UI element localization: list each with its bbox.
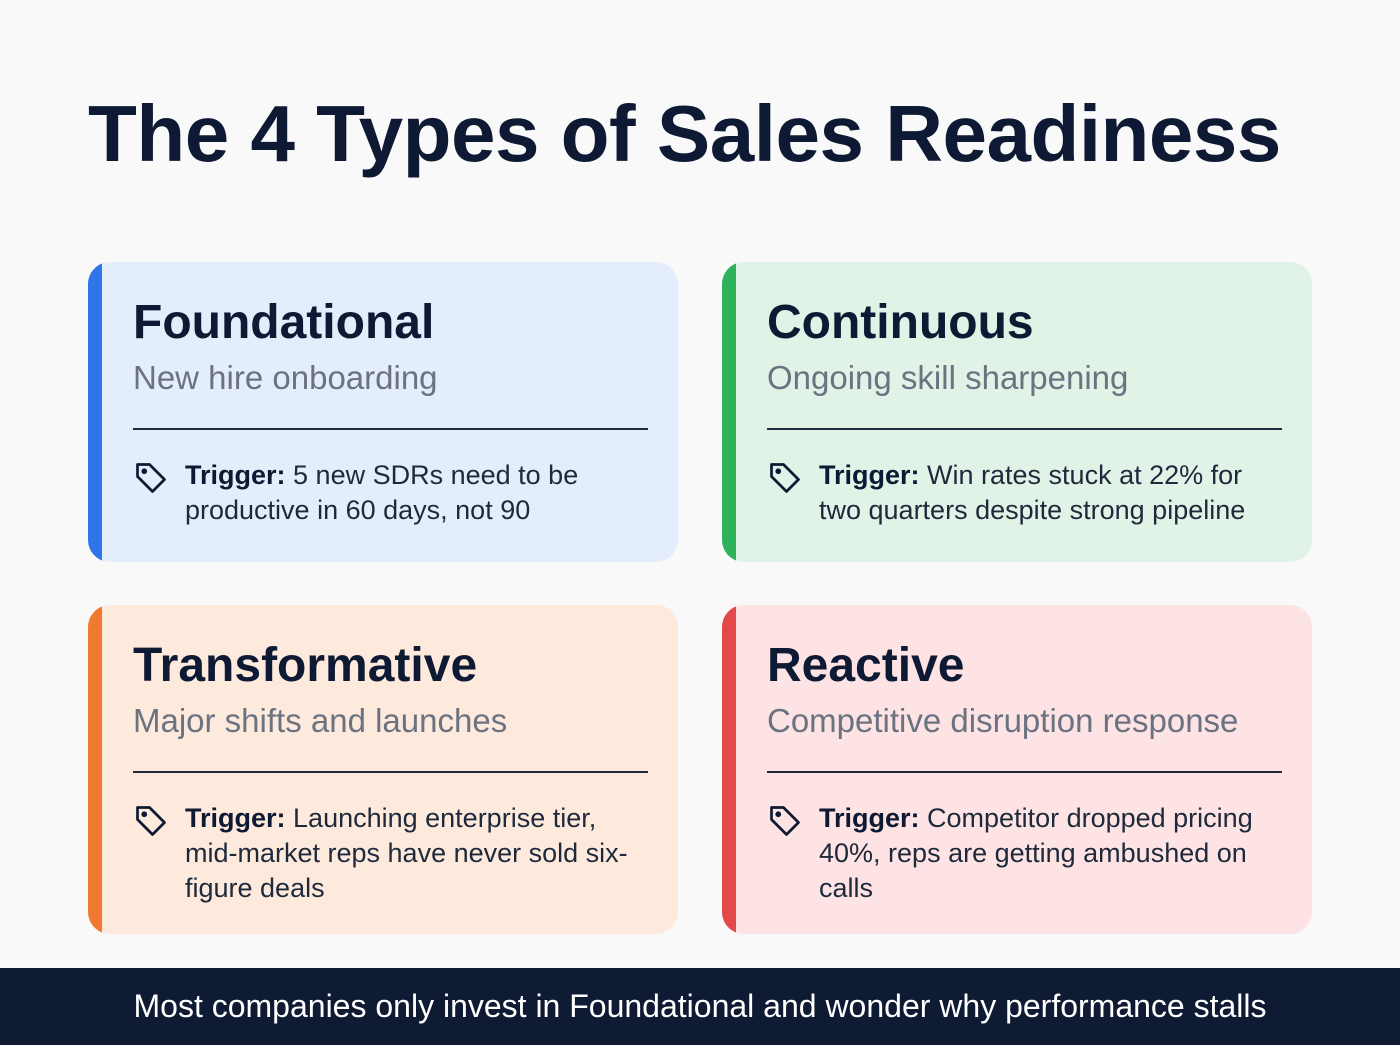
trigger-label: Trigger: — [185, 803, 286, 833]
tag-icon — [767, 458, 819, 528]
card-subtitle: Competitive disruption response — [767, 702, 1239, 739]
footer-text: Most companies only invest in Foundation… — [133, 988, 1267, 1024]
card-title: Continuous — [767, 296, 1034, 349]
card-reactive: Reactive Competitive disruption response… — [722, 605, 1312, 934]
card-continuous: Continuous Ongoing skill sharpening Trig… — [722, 262, 1312, 562]
page-title: The 4 Types of Sales Readiness — [88, 89, 1281, 178]
card-subtitle: Major shifts and launches — [133, 702, 508, 739]
card-accent-bar — [722, 262, 736, 562]
card-divider — [133, 771, 648, 773]
trigger-text: Competitor dropped pricing 40%, reps are… — [819, 803, 1253, 903]
trigger-text: Launching enterprise tier, mid-market re… — [185, 803, 628, 903]
card-divider — [133, 428, 648, 430]
trigger-text: 5 new SDRs need to be productive in 60 d… — [185, 460, 579, 525]
card-subtitle: New hire onboarding — [133, 359, 438, 396]
card-trigger: Trigger: 5 new SDRs need to be productiv… — [133, 458, 648, 528]
card-accent-bar — [88, 262, 102, 562]
tag-icon — [133, 458, 185, 528]
trigger-label: Trigger: — [819, 460, 920, 490]
card-divider — [767, 771, 1282, 773]
trigger-label: Trigger: — [819, 803, 920, 833]
footer-banner: Most companies only invest in Foundation… — [0, 968, 1400, 1045]
tag-icon — [767, 801, 819, 906]
card-divider — [767, 428, 1282, 430]
card-accent-bar — [722, 605, 736, 934]
tag-icon — [133, 801, 185, 906]
card-title: Foundational — [133, 296, 435, 349]
card-title: Reactive — [767, 639, 965, 692]
card-title: Transformative — [133, 639, 478, 692]
card-trigger: Trigger: Launching enterprise tier, mid-… — [133, 801, 648, 906]
card-trigger: Trigger: Win rates stuck at 22% for two … — [767, 458, 1282, 528]
card-transformative: Transformative Major shifts and launches… — [88, 605, 678, 934]
card-accent-bar — [88, 605, 102, 934]
trigger-label: Trigger: — [185, 460, 286, 490]
trigger-text: Win rates stuck at 22% for two quarters … — [819, 460, 1246, 525]
card-foundational: Foundational New hire onboarding Trigger… — [88, 262, 678, 562]
card-subtitle: Ongoing skill sharpening — [767, 359, 1129, 396]
card-trigger: Trigger: Competitor dropped pricing 40%,… — [767, 801, 1282, 906]
